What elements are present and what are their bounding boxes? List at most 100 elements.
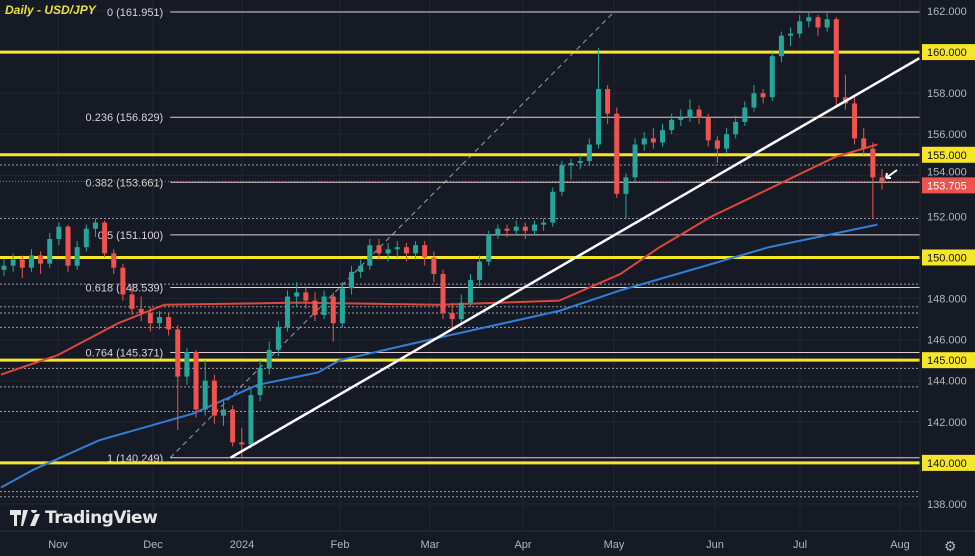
fib-level-label: 0.5 (151.100) bbox=[98, 230, 163, 242]
time-tick-label: Jun bbox=[706, 539, 724, 551]
candle-body bbox=[724, 134, 730, 149]
candle-body bbox=[714, 140, 720, 149]
candle-body bbox=[65, 226, 71, 266]
last-price-badge bbox=[922, 177, 975, 194]
candle-body bbox=[733, 121, 739, 135]
candle-body bbox=[10, 259, 16, 266]
candle-body bbox=[385, 249, 391, 254]
candle-body bbox=[513, 226, 519, 231]
time-tick-label: Aug bbox=[890, 539, 910, 551]
candle-body bbox=[586, 144, 592, 161]
price-tick-label: 160.000 bbox=[927, 47, 967, 59]
candle-body bbox=[193, 351, 199, 410]
price-tick-label: 162.000 bbox=[927, 6, 967, 18]
candle-body bbox=[275, 327, 281, 350]
price-tick-label: 156.000 bbox=[927, 129, 967, 141]
price-tick-label: 142.000 bbox=[927, 417, 967, 429]
candle-body bbox=[102, 222, 108, 254]
candle-body bbox=[156, 317, 162, 324]
candle-body bbox=[650, 138, 656, 143]
candle-body bbox=[211, 380, 217, 416]
candle-body bbox=[285, 296, 291, 328]
candle-body bbox=[751, 93, 757, 108]
price-tick-label: 158.000 bbox=[927, 88, 967, 100]
candle-body bbox=[266, 349, 272, 369]
candle-body bbox=[879, 177, 885, 182]
candle-body bbox=[47, 238, 53, 264]
candle-body bbox=[257, 368, 263, 396]
candle-body bbox=[824, 19, 830, 28]
candle-body bbox=[83, 228, 89, 248]
fib-level-label: 0.236 (156.829) bbox=[86, 112, 164, 124]
fib-level-label: 0.382 (153.661) bbox=[86, 177, 164, 189]
key-level-badge bbox=[922, 249, 975, 266]
candle-body bbox=[19, 259, 25, 268]
candle-body bbox=[678, 117, 684, 120]
candle-body bbox=[376, 245, 382, 254]
candle-body bbox=[230, 409, 236, 443]
price-tick-label: 153.705 bbox=[927, 180, 967, 192]
candle-body bbox=[696, 109, 702, 118]
time-tick-label: 2024 bbox=[230, 539, 254, 551]
tradingview-logo: TradingView bbox=[10, 508, 158, 528]
price-tick-label: 146.000 bbox=[927, 335, 967, 347]
time-tick-label: Nov bbox=[48, 539, 68, 551]
candle-body bbox=[495, 228, 501, 235]
candle-body bbox=[28, 255, 34, 268]
candle-body bbox=[815, 17, 821, 28]
candle-body bbox=[294, 292, 300, 297]
candle-body bbox=[147, 312, 153, 324]
candle-body bbox=[531, 224, 537, 231]
candle-body bbox=[467, 280, 473, 303]
moving-average-red bbox=[0, 143, 878, 376]
candle-body bbox=[56, 226, 62, 239]
time-tick-label: Jul bbox=[793, 539, 807, 551]
price-tick-label: 145.000 bbox=[927, 355, 967, 367]
candle-body bbox=[175, 329, 181, 377]
price-tick-label: 148.000 bbox=[927, 294, 967, 306]
fib-level-label: 0.764 (145.371) bbox=[86, 348, 164, 360]
time-tick-label: Feb bbox=[331, 539, 350, 551]
candle-body bbox=[760, 93, 766, 98]
candle-body bbox=[38, 255, 44, 264]
candle-body bbox=[321, 296, 327, 315]
candle-body bbox=[660, 130, 665, 143]
tradingview-wordmark: TradingView bbox=[45, 508, 158, 528]
candle-body bbox=[550, 191, 556, 223]
price-tick-label: 138.000 bbox=[927, 499, 967, 511]
candle-body bbox=[422, 245, 428, 258]
trendline bbox=[229, 57, 920, 459]
candle-body bbox=[541, 222, 547, 225]
candle-body bbox=[833, 19, 839, 98]
time-tick-label: Dec bbox=[143, 539, 163, 551]
candle-body bbox=[568, 162, 574, 166]
candle-body bbox=[522, 226, 528, 231]
candle-body bbox=[577, 160, 583, 163]
candle-body bbox=[184, 351, 190, 377]
candle-body bbox=[605, 89, 611, 114]
candle-body bbox=[248, 395, 254, 445]
price-tick-label: 140.000 bbox=[927, 458, 967, 470]
price-tick-label: 152.000 bbox=[927, 211, 967, 223]
candle-body bbox=[349, 271, 355, 289]
candle-body bbox=[458, 302, 464, 320]
candle-body bbox=[449, 312, 455, 320]
candle-body bbox=[440, 273, 446, 313]
tradingview-logo-icon bbox=[10, 510, 40, 526]
candle-body bbox=[330, 296, 336, 324]
candle-body bbox=[614, 113, 620, 194]
candle-body bbox=[861, 138, 867, 149]
settings-gear-icon[interactable]: ⚙ bbox=[944, 538, 957, 554]
key-level-badge bbox=[922, 44, 975, 61]
fib-level-label: 0 (161.951) bbox=[107, 7, 163, 19]
candle-body bbox=[870, 148, 876, 178]
price-tick-label: 155.000 bbox=[927, 150, 967, 162]
price-tick-label: 150.000 bbox=[927, 252, 967, 264]
chart-title: Daily - USD/JPY bbox=[5, 3, 96, 17]
candle-body bbox=[595, 89, 601, 145]
candle-body bbox=[312, 300, 318, 315]
candle-body bbox=[202, 380, 208, 410]
candle-body bbox=[403, 247, 409, 254]
candle-body bbox=[742, 107, 748, 122]
